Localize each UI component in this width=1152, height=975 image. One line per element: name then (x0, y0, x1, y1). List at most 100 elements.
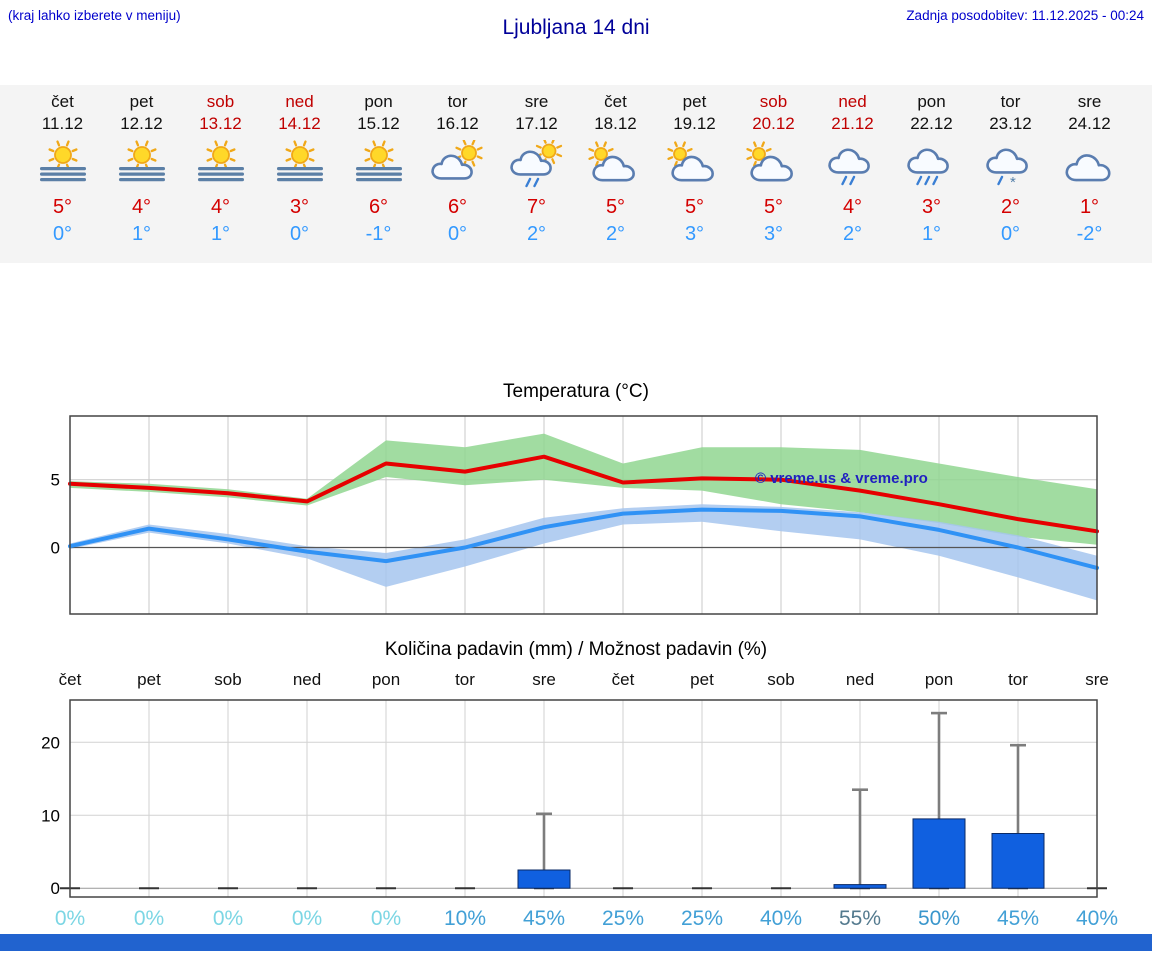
max-temperature: 7° (526, 196, 547, 218)
day-date: 15.12 (357, 114, 400, 133)
min-temperature: 2° (526, 223, 547, 245)
precip-day-label: čet (612, 670, 635, 689)
max-temperature-line (68, 454, 1099, 534)
sun-fog-icon (189, 140, 253, 188)
precipitation-chart: čet pet sob ned pon tor sre čet pet sob ned pon tor s… (41, 670, 1118, 930)
day-date: 11.12 (41, 114, 84, 133)
precip-day-label: čet (59, 670, 82, 689)
forecast-strip: čet 11.12 5° 0° pet 12.12 4° 1° sob 13.12 4° 1° ned 1… (0, 85, 1152, 263)
day-name: pet (682, 92, 707, 111)
max-temperature: 3° (921, 196, 942, 218)
precip-percent-label: 0% (371, 907, 401, 930)
min-temperature: 3° (684, 223, 705, 245)
day-name: pon (364, 92, 393, 111)
sun-fog-icon (110, 140, 174, 188)
day-date: 17.12 (515, 114, 558, 133)
day-name: ned (285, 92, 314, 111)
precip-day-label: ned (293, 670, 321, 689)
min-temperature: -2° (1076, 223, 1103, 245)
forecast-day: sob 20.12 5° 3° (734, 85, 813, 263)
forecast-day: tor 16.12 6° 0° (418, 85, 497, 263)
sun-cloud-showers-icon (505, 140, 569, 188)
forecast-day: pon 22.12 3° 1° (892, 85, 971, 263)
precip-percent-label: 0% (292, 907, 322, 930)
max-temperature: 4° (842, 196, 863, 218)
temp-ytick-label: 0 (51, 539, 60, 558)
precip-day-label: sob (767, 670, 794, 689)
min-temperature: 2° (842, 223, 863, 245)
sun-fog-icon (31, 140, 95, 188)
precip-ytick-label: 0 (51, 879, 60, 898)
precip-percent-label: 40% (760, 907, 802, 930)
precipitation-chart-title: Količina padavin (mm) / Možnost padavin … (384, 639, 768, 660)
sun-fog-icon (268, 140, 332, 188)
max-temperature: 4° (131, 196, 152, 218)
menu-hint-note: (kraj lahko izberete v meniju) (8, 8, 181, 23)
last-update-note: Zadnja posodobitev: 11.12.2025 - 00:24 (906, 8, 1144, 23)
max-temperature: 2° (1000, 196, 1021, 218)
min-temperature: 0° (289, 223, 310, 245)
precip-day-label: tor (455, 670, 475, 689)
forecast-day: tor 23.12 * 2° 0° (971, 85, 1050, 263)
precip-percent-label: 10% (444, 907, 486, 930)
temperature-chart-title: Temperatura (°C) (503, 381, 649, 402)
cloud-sun-icon (584, 140, 648, 188)
forecast-day: ned 21.12 4° 2° (813, 85, 892, 263)
precip-percent-label: 0% (55, 907, 85, 930)
min-temperature: 0° (447, 223, 468, 245)
max-temperature: 5° (605, 196, 626, 218)
precip-percent-label: 55% (839, 907, 881, 930)
precip-day-label: tor (1008, 670, 1028, 689)
max-temperature: 4° (210, 196, 231, 218)
day-date: 22.12 (910, 114, 953, 133)
day-date: 16.12 (436, 114, 479, 133)
min-temperature: 0° (1000, 223, 1021, 245)
precip-day-label: ned (846, 670, 874, 689)
temp-ytick-label: 5 (51, 471, 60, 490)
precip-day-label: sre (532, 670, 556, 689)
day-date: 18.12 (594, 114, 637, 133)
precip-percent-label: 45% (523, 907, 565, 930)
max-temperature: 5° (763, 196, 784, 218)
day-name: tor (1000, 92, 1021, 111)
precip-day-label: pet (137, 670, 161, 689)
day-name: ned (838, 92, 867, 111)
precip-percent-label: 40% (1076, 907, 1118, 930)
cloud-sun-icon (663, 140, 727, 188)
svg-text:*: * (1010, 174, 1016, 188)
min-temperature-line (68, 507, 1099, 570)
precip-bar (991, 833, 1045, 889)
day-name: čet (51, 92, 74, 111)
day-date: 13.12 (199, 114, 242, 133)
precip-day-label: sre (1085, 670, 1109, 689)
min-temperature: 2° (605, 223, 626, 245)
day-name: sre (1077, 92, 1102, 111)
precip-percent-label: 50% (918, 907, 960, 930)
day-name: sre (524, 92, 549, 111)
page-title: Ljubljana 14 dni (502, 16, 650, 39)
cloud-sun-icon (742, 140, 806, 188)
watermark: © vreme.us & vreme.pro (755, 470, 928, 487)
sun-fog-icon (347, 140, 411, 188)
forecast-day: sre 17.12 7° 2° (497, 85, 576, 263)
max-temperature: 5° (52, 196, 73, 218)
min-temperature: 1° (131, 223, 152, 245)
cloud-icon (1058, 140, 1122, 188)
min-temperature: 3° (763, 223, 784, 245)
day-date: 21.12 (831, 114, 874, 133)
temperature-chart: 0 5 © vreme.us & vreme.pro (51, 415, 1099, 615)
forecast-day: pet 19.12 5° 3° (655, 85, 734, 263)
bottom-bar (0, 934, 1152, 951)
forecast-day: pet 12.12 4° 1° (102, 85, 181, 263)
precip-percent-label: 25% (681, 907, 723, 930)
day-name: pet (129, 92, 154, 111)
max-temperature: 3° (289, 196, 310, 218)
forecast-day: čet 18.12 5° 2° (576, 85, 655, 263)
precip-day-label: pon (372, 670, 400, 689)
day-date: 24.12 (1068, 114, 1111, 133)
forecast-day: sob 13.12 4° 1° (181, 85, 260, 263)
sun-cloud-icon (426, 140, 490, 188)
precip-percent-label: 0% (134, 907, 164, 930)
precip-ytick-label: 10 (41, 806, 60, 825)
day-date: 12.12 (120, 114, 163, 133)
